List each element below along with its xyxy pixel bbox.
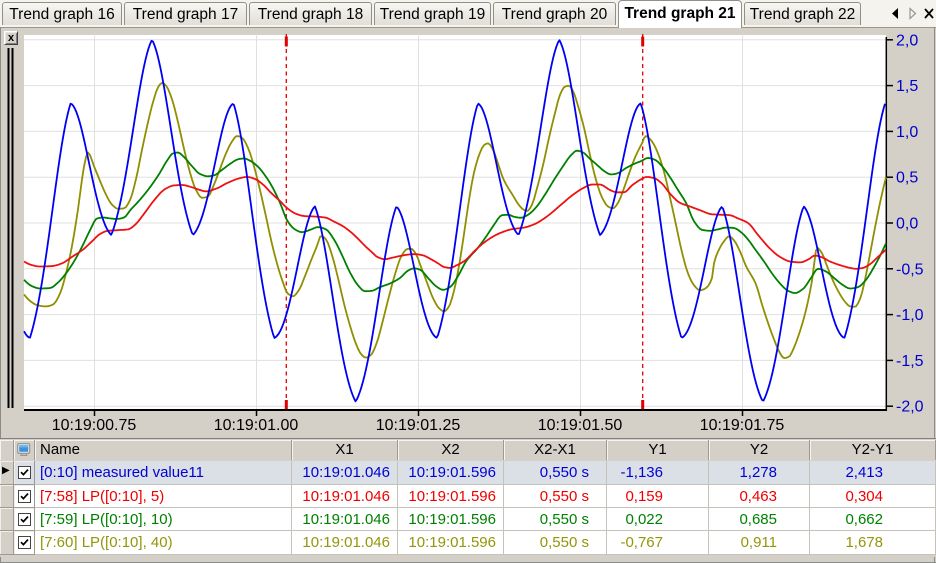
svg-text:10:19:01.00: 10:19:01.00: [214, 417, 299, 434]
svg-text:1,0: 1,0: [896, 124, 918, 141]
svg-text:-0,5: -0,5: [896, 261, 924, 278]
svg-text:10:19:01.25: 10:19:01.25: [376, 417, 461, 434]
svg-text:-1,0: -1,0: [896, 307, 924, 324]
svg-text:10:19:01.75: 10:19:01.75: [700, 417, 785, 434]
svg-text:-1,5: -1,5: [896, 353, 924, 370]
svg-text:-2,0: -2,0: [896, 399, 924, 416]
svg-text:2,0: 2,0: [896, 32, 918, 49]
svg-text:0,5: 0,5: [896, 170, 918, 187]
svg-text:0,0: 0,0: [896, 216, 918, 233]
svg-text:1,5: 1,5: [896, 78, 918, 95]
svg-text:10:19:01.50: 10:19:01.50: [538, 417, 623, 434]
svg-text:10:19:00.75: 10:19:00.75: [52, 417, 137, 434]
